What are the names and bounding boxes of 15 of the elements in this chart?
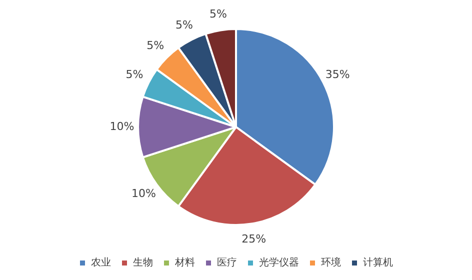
data-label: 35% [325,68,350,82]
legend-label: 医疗 [217,256,237,269]
data-label: 5% [209,7,227,20]
data-label: 5% [126,68,144,82]
data-label: 5% [176,18,193,32]
legend-label: 环境 [321,256,341,269]
legend-label: 计算机 [363,256,393,269]
data-label: 10% [110,120,134,133]
data-label: 10% [132,186,156,200]
legend-label: 光学仪器 [259,256,299,269]
legend-label: 材料 [174,256,195,269]
legend-label: 农业 [91,256,111,269]
data-label: 5% [146,39,164,52]
legend-label: 生物 [133,256,153,269]
data-label: 25% [242,232,266,246]
